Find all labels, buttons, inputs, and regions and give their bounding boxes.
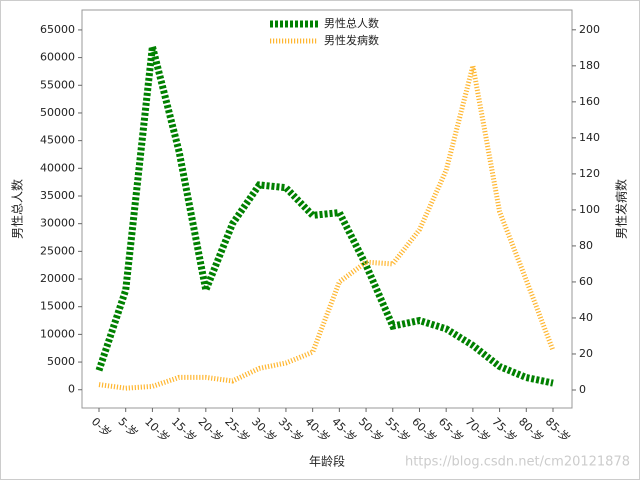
watermark: https://blog.csdn.net/cm20121878	[405, 455, 630, 470]
series-line	[98, 65, 556, 391]
y-tick-label: 35000	[40, 189, 75, 202]
y-tick-label: 0	[68, 383, 75, 396]
y-tick-label: 40000	[40, 161, 75, 174]
y-tick-label: 55000	[40, 78, 75, 91]
y-tick-label: 30000	[40, 217, 75, 230]
series-line	[95, 45, 554, 387]
y2-axis-label: 男性发病数	[614, 179, 629, 239]
y2-tick-label: 160	[579, 95, 600, 108]
y2-tick-label: 80	[579, 239, 593, 252]
y2-tick-label: 140	[579, 131, 600, 144]
y-tick-label: 60000	[40, 51, 75, 64]
y-tick-label: 10000	[40, 327, 75, 340]
y2-tick-label: 180	[579, 59, 600, 72]
y-tick-label: 65000	[40, 23, 75, 36]
y2-tick-label: 60	[579, 275, 593, 288]
y-tick-label: 25000	[40, 244, 75, 257]
x-axis-label: 年龄段	[309, 454, 345, 469]
y-tick-label: 50000	[40, 106, 75, 119]
y-tick-label: 20000	[40, 272, 75, 285]
y2-tick-label: 20	[579, 347, 593, 360]
y-tick-label: 5000	[47, 355, 75, 368]
y2-tick-label: 100	[579, 203, 600, 216]
y2-tick-label: 0	[579, 383, 586, 396]
legend-label: 男性发病数	[324, 33, 379, 47]
y2-tick-label: 200	[579, 23, 600, 36]
legend-label: 男性总人数	[324, 16, 379, 30]
y-axis-label: 男性总人数	[10, 179, 25, 239]
y2-tick-label: 40	[579, 311, 593, 324]
y2-tick-label: 120	[579, 167, 600, 180]
y-tick-label: 45000	[40, 134, 75, 147]
plot-area	[81, 9, 573, 409]
y-tick-label: 15000	[40, 300, 75, 313]
